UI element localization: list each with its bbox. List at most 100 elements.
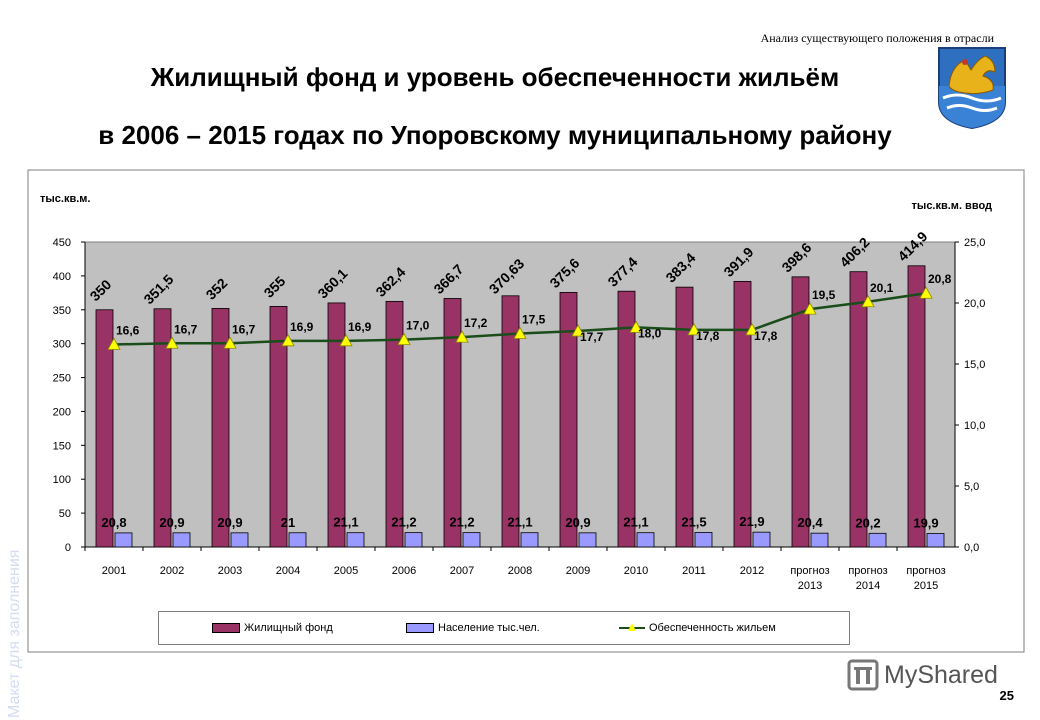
population-bar [636, 532, 655, 548]
legend-label-population: Население тыс.чел. [438, 622, 540, 634]
population-data-label: 21 [281, 515, 295, 530]
provision-data-label: 17,8 [754, 329, 778, 343]
provision-data-label: 20,8 [928, 272, 952, 286]
y2-tick-label: 10,0 [964, 420, 985, 432]
x-tick-label: 2011 [682, 565, 706, 577]
housing-bar [501, 295, 520, 548]
population-data-label: 20,4 [797, 515, 823, 530]
population-data-label: 21,9 [739, 514, 764, 529]
y-tick-label: 450 [53, 237, 71, 249]
y2-tick-label: 0,0 [964, 542, 979, 554]
population-bar [752, 531, 771, 548]
provision-marker [629, 320, 643, 333]
population-bar [172, 532, 191, 548]
population-bar [578, 532, 597, 548]
provision-marker [803, 302, 817, 315]
y-tick-label: 250 [53, 373, 71, 385]
population-data-label: 21,2 [449, 515, 474, 530]
housing-bar [327, 302, 346, 548]
y-tick-label: 50 [59, 508, 71, 520]
provision-data-label: 17,8 [696, 329, 720, 343]
x-tick-label: 2007 [450, 565, 474, 577]
legend-item-population: Население тыс.чел. [406, 622, 540, 634]
legend-swatch-housing [212, 623, 240, 633]
provision-marker [571, 324, 585, 337]
population-data-label: 21,2 [391, 515, 416, 530]
x-tick-label: 2010 [624, 565, 648, 577]
y-tick-label: 0 [65, 542, 71, 554]
x-tick-label: прогноз [848, 565, 887, 577]
provision-data-label: 16,7 [174, 322, 198, 336]
legend-item-provision: Обеспеченность жильем [619, 622, 776, 634]
housing-bar [211, 308, 230, 548]
housing-bar [791, 276, 810, 548]
provision-data-label: 16,6 [116, 323, 140, 337]
provision-marker [107, 337, 121, 350]
plot-area [84, 241, 956, 548]
provision-data-label: 16,9 [290, 320, 314, 334]
myshared-logo: MyShared [846, 658, 998, 692]
legend-label-housing: Жилищный фонд [244, 622, 333, 634]
coat-of-arms-icon [937, 46, 1007, 130]
provision-marker [861, 294, 875, 308]
x-tick-label: 2001 [102, 565, 126, 577]
x-tick-label: 2002 [160, 565, 184, 577]
x-tick-label: 2013 [798, 580, 822, 592]
y2-tick-label: 20,0 [964, 298, 985, 310]
vertical-watermark: Макет для заполнения [6, 549, 23, 718]
slide-title-line-1: Жилищный фонд и уровень обеспеченности ж… [150, 62, 840, 92]
y2-tick-label: 5,0 [964, 481, 979, 493]
population-data-label: 20,9 [159, 515, 184, 530]
left-axis-title: тыс.кв.м. [40, 193, 90, 205]
population-bar [694, 532, 713, 548]
slide-title-line-2: в 2006 – 2015 годах по Упоровскому муниц… [98, 120, 892, 150]
y2-tick-label: 15,0 [964, 359, 985, 371]
provision-marker [281, 333, 295, 347]
x-tick-label: 2015 [914, 580, 938, 592]
x-tick-label: 2009 [566, 565, 590, 577]
provision-data-label: 17,7 [580, 330, 604, 344]
population-bar [114, 532, 133, 548]
logo-icon [847, 659, 879, 691]
population-bar [346, 532, 365, 548]
legend-label-provision: Обеспеченность жильем [649, 622, 776, 634]
housing-bar [617, 290, 636, 548]
population-data-label: 21,1 [507, 515, 532, 530]
y-tick-label: 100 [53, 474, 71, 486]
population-data-label: 21,5 [681, 514, 706, 529]
population-bar [404, 532, 423, 548]
y-tick-label: 200 [53, 406, 71, 418]
provision-marker [687, 323, 701, 336]
housing-bar [269, 305, 288, 548]
x-tick-label: 2005 [334, 565, 358, 577]
provision-data-label: 20,1 [870, 281, 894, 295]
provision-marker [513, 326, 527, 339]
provision-marker [223, 336, 237, 349]
x-tick-label: 2006 [392, 565, 416, 577]
population-data-label: 21,1 [623, 515, 648, 530]
housing-bar [443, 298, 462, 548]
housing-bar [733, 280, 752, 548]
provision-data-label: 17,0 [406, 319, 430, 333]
population-bar [810, 532, 829, 548]
x-tick-label: 2004 [276, 565, 300, 577]
legend-swatch-population [406, 623, 434, 633]
provision-marker [745, 323, 759, 336]
population-bar [926, 533, 945, 548]
population-data-label: 20,8 [101, 515, 126, 530]
y-tick-label: 400 [53, 271, 71, 283]
population-bar [868, 532, 887, 548]
page-number: 25 [999, 688, 1014, 703]
provision-data-label: 16,9 [348, 320, 372, 334]
x-tick-label: 2012 [740, 565, 764, 577]
x-tick-label: 2003 [218, 565, 242, 577]
housing-bar [385, 300, 404, 548]
population-data-label: 21,1 [333, 515, 358, 530]
population-data-label: 19,9 [913, 516, 938, 531]
housing-bar [95, 309, 114, 548]
population-bar [288, 532, 307, 548]
provision-data-label: 16,7 [232, 322, 256, 336]
x-tick-label: 2008 [508, 565, 532, 577]
provision-marker [455, 330, 469, 343]
logo-text: MyShared [884, 660, 998, 689]
